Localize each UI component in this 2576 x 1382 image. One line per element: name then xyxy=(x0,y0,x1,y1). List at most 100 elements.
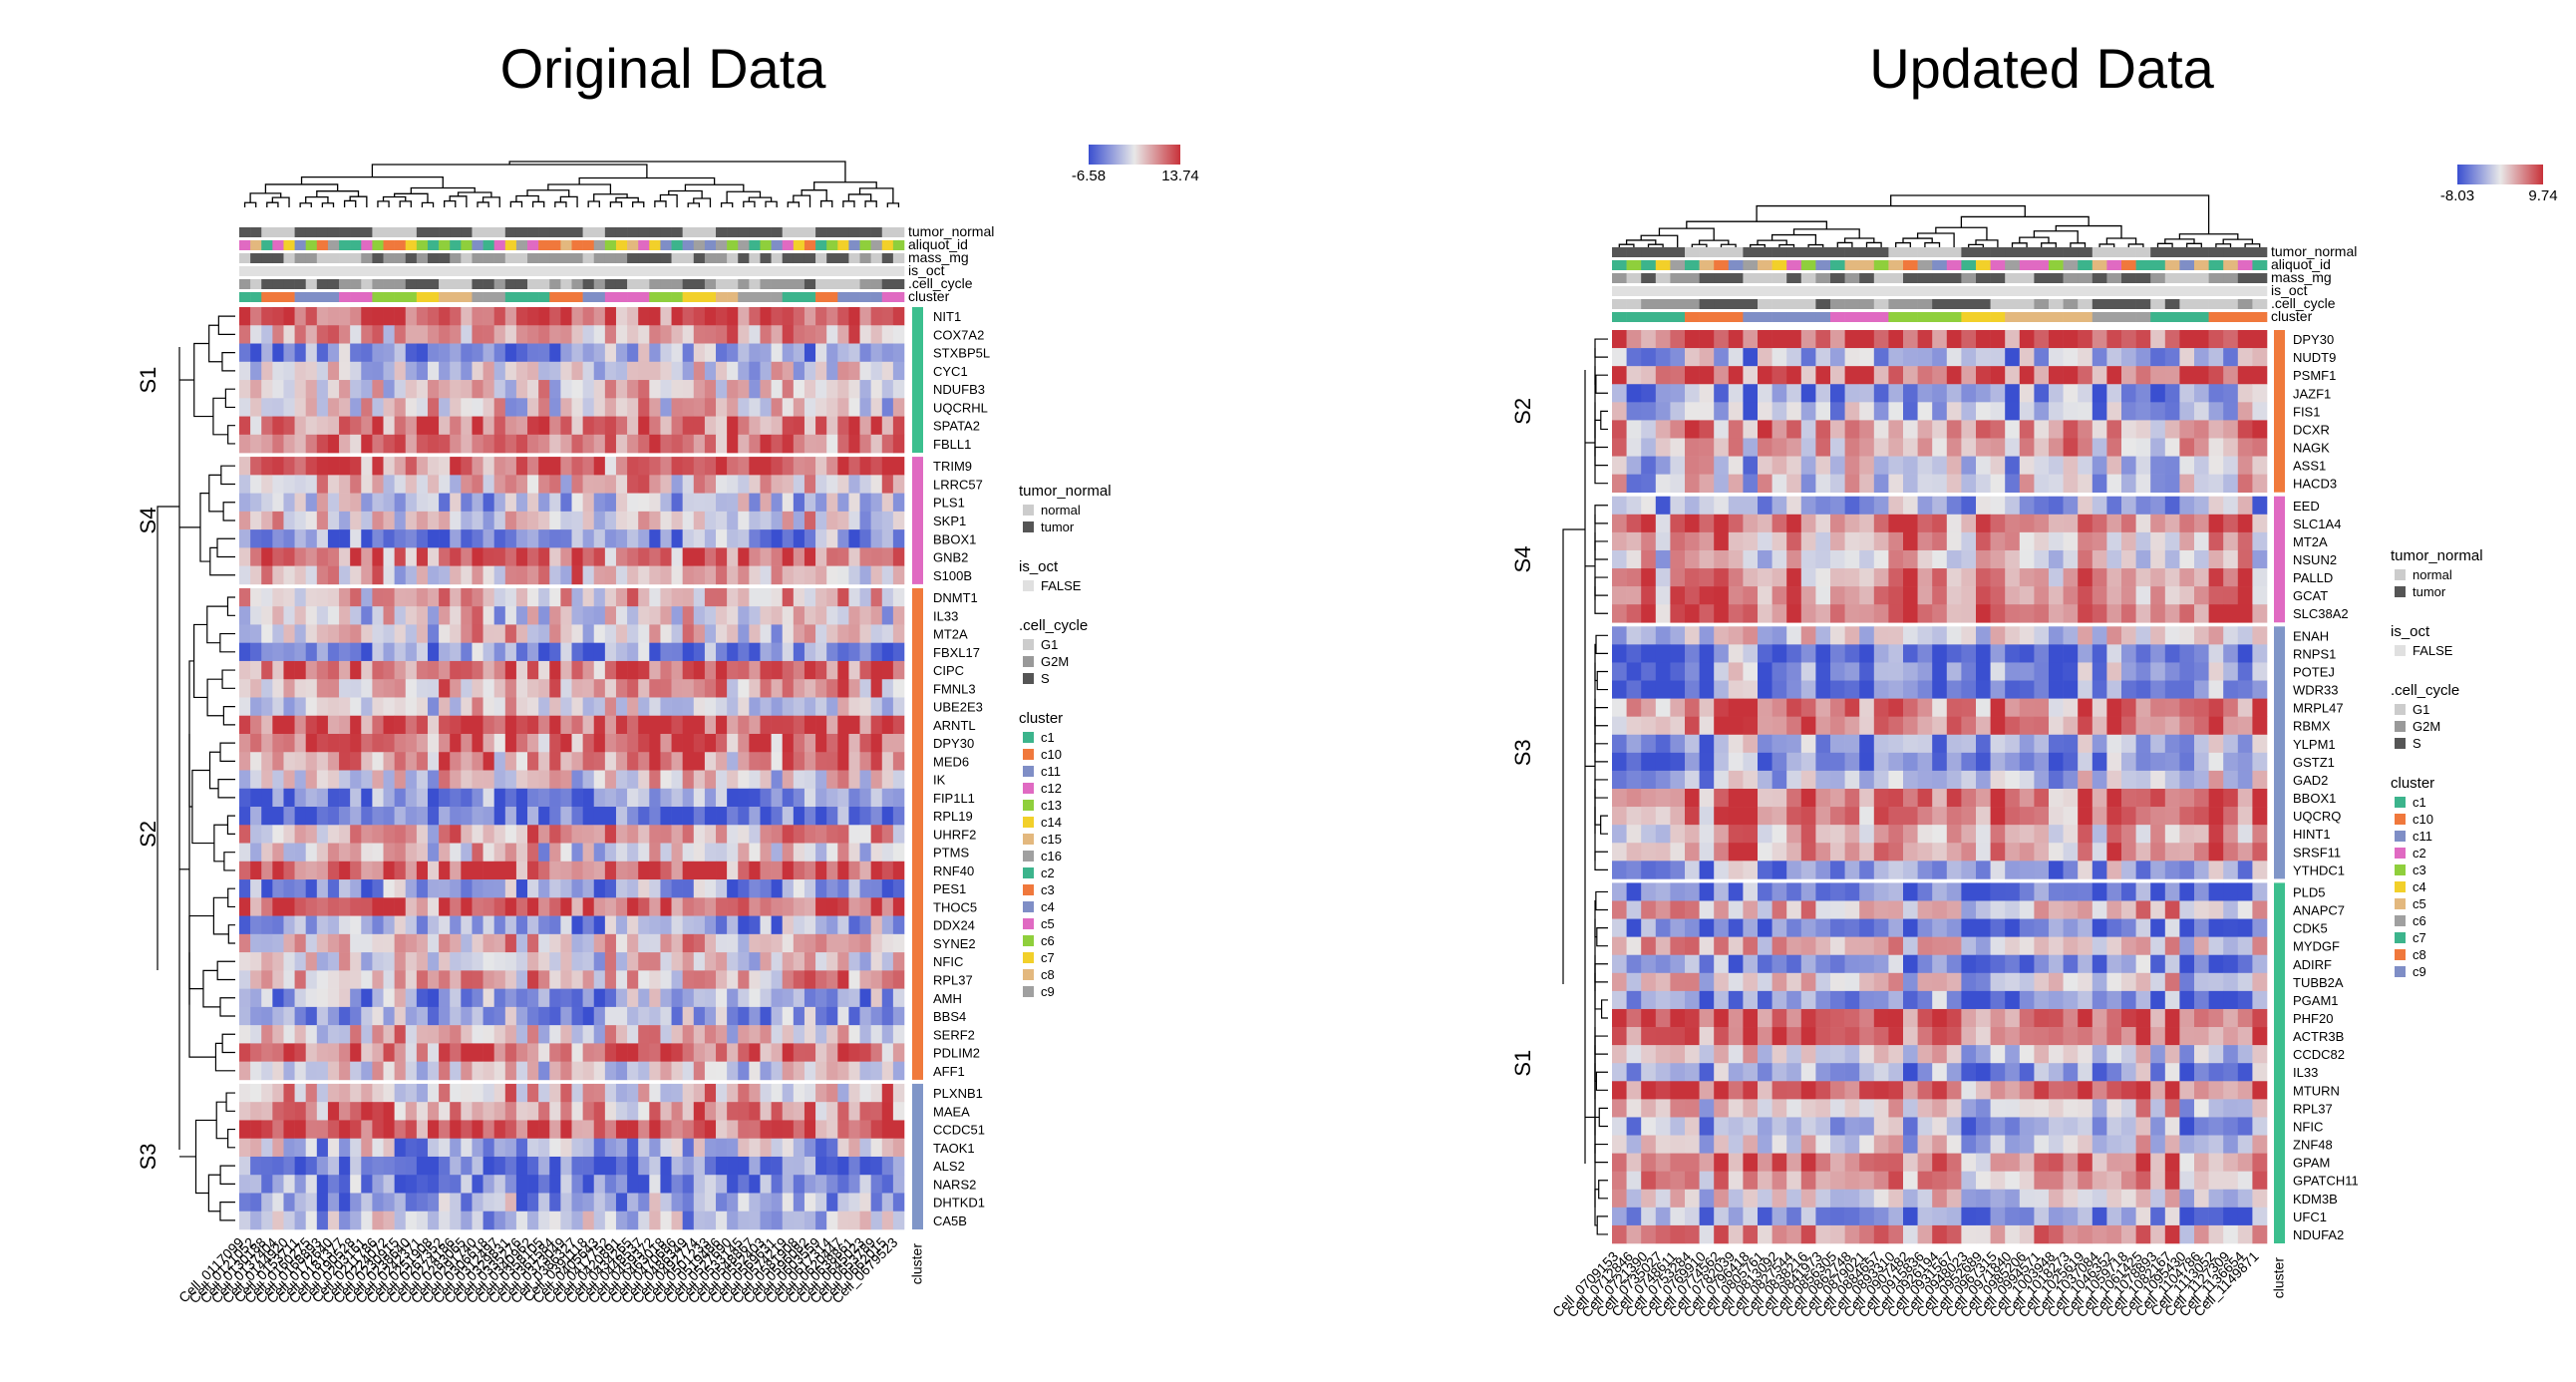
heatmap-cell xyxy=(383,988,395,1008)
annotation-cell-is_oct xyxy=(2005,286,2021,296)
gene-label: DHTKD1 xyxy=(933,1196,985,1210)
heatmap-cell xyxy=(2252,402,2268,421)
annotation-cell-tumor_normal xyxy=(472,227,483,237)
annotation-cell-aliquot_id xyxy=(1655,260,1671,270)
legend-label: c4 xyxy=(1041,899,1055,914)
annotation-cell-is_oct xyxy=(1888,286,1904,296)
heatmap-cell xyxy=(837,511,849,530)
heatmap-cell xyxy=(881,547,894,566)
heatmap-cell xyxy=(704,606,717,625)
heatmap-cell xyxy=(881,1193,894,1212)
annotation-cell-cell_cycle xyxy=(571,279,583,289)
heatmap-cell xyxy=(439,807,451,826)
heatmap-cell xyxy=(461,970,473,989)
heatmap-cell xyxy=(870,679,883,698)
heatmap-cell xyxy=(693,1061,706,1081)
heatmap-cell xyxy=(327,1043,340,1062)
legend-label: c8 xyxy=(1041,967,1055,982)
heatmap-cell xyxy=(439,343,451,363)
heatmap-cell xyxy=(272,715,284,735)
annotation-cell-tumor_normal xyxy=(1873,247,1889,257)
heatmap-cell xyxy=(848,970,860,989)
heatmap-cell xyxy=(727,952,739,971)
heatmap-cell xyxy=(483,1025,494,1044)
heatmap-cell xyxy=(383,361,395,381)
heatmap-cell xyxy=(327,697,340,717)
heatmap-cell xyxy=(305,475,318,494)
heatmap-cell xyxy=(593,1043,606,1062)
heatmap-cell xyxy=(1873,402,1889,421)
heatmap-cell xyxy=(837,1156,849,1176)
annotation-cell-is_oct xyxy=(738,266,750,276)
heatmap-cell xyxy=(361,565,373,585)
annotation-cell-is_oct xyxy=(1743,286,1759,296)
annotation-cell-aliquot_id xyxy=(1888,260,1904,270)
heatmap-cell xyxy=(682,733,695,753)
heatmap-cell xyxy=(361,933,373,953)
heatmap-cell xyxy=(1903,330,1918,349)
heatmap-cell xyxy=(615,642,628,662)
section-label: S1 xyxy=(136,367,161,394)
heatmap-cell xyxy=(837,547,849,566)
heatmap-cell xyxy=(892,1210,905,1230)
heatmap-cell xyxy=(682,565,695,585)
heatmap-cell xyxy=(1655,568,1671,587)
annotation-cell-mass_mg xyxy=(1786,273,1802,283)
heatmap-cell xyxy=(848,1025,860,1044)
heatmap-cell xyxy=(704,529,717,548)
row-dendrogram-branch xyxy=(206,605,228,644)
heatmap-cell xyxy=(848,361,860,381)
heatmap-cell xyxy=(582,915,595,935)
heatmap-cell xyxy=(261,679,273,698)
heatmap-cell xyxy=(2164,366,2180,385)
heatmap-cell xyxy=(749,933,761,953)
heatmap-cell xyxy=(782,825,795,844)
heatmap-cell xyxy=(571,770,583,790)
heatmap-cell xyxy=(493,697,506,717)
heatmap-cell xyxy=(1800,716,1816,736)
heatmap-cell xyxy=(472,565,483,585)
heatmap-cell xyxy=(1873,348,1889,367)
heatmap-cell xyxy=(461,1156,473,1176)
heatmap-cell xyxy=(2049,330,2064,349)
heatmap-cell xyxy=(560,1120,572,1139)
heatmap-cell xyxy=(515,1025,528,1044)
heatmap-cell xyxy=(2121,662,2136,681)
heatmap-cell xyxy=(2078,604,2093,623)
heatmap-cell xyxy=(2150,474,2166,494)
heatmap-cell xyxy=(693,511,706,530)
column-dendrogram-branch xyxy=(1902,237,1933,243)
heatmap-cell xyxy=(1743,662,1759,681)
heatmap-cell xyxy=(582,879,595,898)
annotation-cell-cluster xyxy=(1961,312,1977,322)
heatmap-cell xyxy=(2049,531,2064,551)
annotation-cell-is_oct xyxy=(2164,286,2180,296)
heatmap-cell xyxy=(682,343,695,363)
heatmap-cell xyxy=(383,807,395,826)
heatmap-cell xyxy=(593,1025,606,1044)
heatmap-cell xyxy=(704,897,717,916)
heatmap-cell xyxy=(2092,456,2107,475)
heatmap-cell xyxy=(515,1061,528,1081)
heatmap-cell xyxy=(372,529,384,548)
heatmap-cell xyxy=(782,624,795,643)
annotation-cell-cluster xyxy=(1714,312,1730,322)
annotation-cell-cell_cycle xyxy=(394,279,407,289)
heatmap-cell xyxy=(261,752,273,771)
heatmap-cell xyxy=(892,915,905,935)
heatmap-cell xyxy=(405,933,418,953)
heatmap-cell xyxy=(439,1043,451,1062)
heatmap-cell xyxy=(560,565,572,585)
heatmap-cell xyxy=(1946,474,1962,494)
heatmap-cell xyxy=(493,493,506,513)
heatmap-cell xyxy=(881,715,894,735)
annotation-cell-mass_mg xyxy=(483,253,494,263)
heatmap-cell xyxy=(327,642,340,662)
legend-title: .cell_cycle xyxy=(1019,617,1088,634)
heatmap-cell xyxy=(2078,496,2093,516)
annotation-cell-tumor_normal xyxy=(294,227,306,237)
heatmap-cell xyxy=(2208,568,2224,587)
heatmap-cell xyxy=(272,1061,284,1081)
annotation-cell-aliquot_id xyxy=(881,240,894,250)
annotation-cell-aliquot_id xyxy=(294,240,306,250)
